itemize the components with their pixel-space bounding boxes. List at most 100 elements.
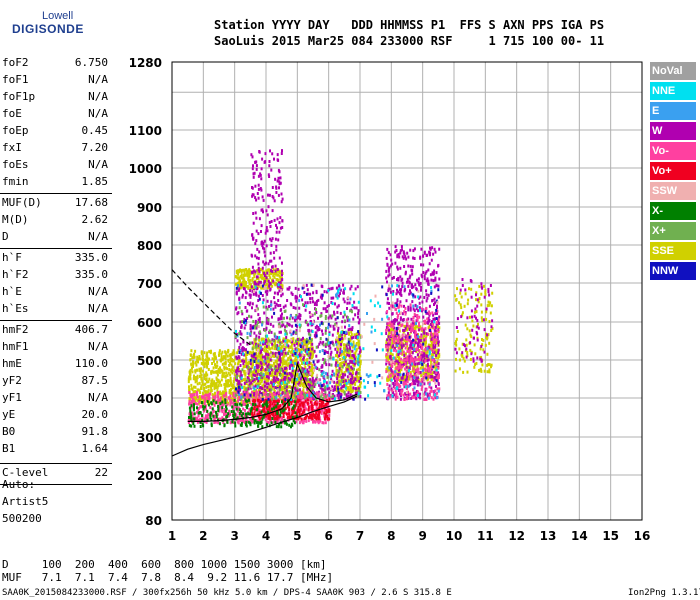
- data-point: [357, 378, 360, 382]
- data-point: [399, 292, 402, 296]
- data-point: [311, 389, 314, 393]
- data-point: [252, 292, 255, 296]
- x-tick-label: 2: [199, 529, 207, 543]
- data-point: [269, 393, 272, 397]
- data-point: [309, 292, 312, 296]
- data-point: [254, 340, 257, 344]
- data-point: [198, 367, 201, 371]
- data-point: [298, 381, 301, 385]
- y-tick-label: 1280: [129, 56, 162, 70]
- data-point: [357, 332, 360, 336]
- data-point: [385, 362, 388, 366]
- data-point: [200, 367, 203, 371]
- data-point: [282, 379, 285, 383]
- data-point: [432, 346, 435, 350]
- data-point: [208, 377, 211, 381]
- data-point: [418, 328, 421, 332]
- data-point: [436, 311, 438, 315]
- data-point: [297, 342, 300, 346]
- data-point: [203, 365, 206, 369]
- data-point: [244, 290, 247, 294]
- data-point: [271, 371, 274, 375]
- data-point: [320, 293, 323, 297]
- data-point: [435, 365, 438, 369]
- data-point: [261, 355, 264, 359]
- data-point: [404, 255, 407, 259]
- data-point: [358, 379, 361, 383]
- data-point: [252, 164, 254, 168]
- data-point: [342, 283, 345, 287]
- data-point: [212, 401, 215, 405]
- data-point: [437, 356, 440, 360]
- data-point: [347, 378, 350, 382]
- data-point: [415, 379, 417, 383]
- data-point: [235, 413, 238, 417]
- data-point: [284, 367, 287, 370]
- logo-digisonde: DIGISONDE: [12, 22, 84, 36]
- data-point: [299, 364, 301, 368]
- data-point: [385, 332, 388, 335]
- data-point: [334, 317, 337, 321]
- data-point: [245, 285, 248, 289]
- data-point: [317, 326, 320, 329]
- data-point: [392, 391, 395, 394]
- data-point: [265, 371, 268, 375]
- data-point: [388, 331, 391, 334]
- param-value: N/A: [88, 340, 108, 353]
- param-value: 91.8: [81, 425, 109, 438]
- data-point: [215, 365, 218, 369]
- data-point: [255, 239, 258, 243]
- data-point: [417, 277, 420, 281]
- data-point: [437, 382, 440, 386]
- data-point: [410, 340, 413, 344]
- data-point: [260, 338, 263, 342]
- data-point: [251, 167, 254, 171]
- data-point: [407, 284, 410, 288]
- data-point: [301, 346, 304, 349]
- data-point: [277, 377, 280, 381]
- data-point: [264, 361, 267, 365]
- data-point: [318, 383, 321, 387]
- data-point: [281, 149, 283, 153]
- data-point: [193, 374, 195, 378]
- data-point: [212, 395, 215, 399]
- data-point: [433, 247, 436, 251]
- data-point: [433, 350, 436, 354]
- data-point: [412, 379, 415, 382]
- data-point: [264, 418, 267, 422]
- data-point: [259, 397, 262, 401]
- data-point: [241, 420, 244, 423]
- param-label: hmE: [2, 357, 22, 370]
- data-point: [243, 388, 246, 392]
- data-point: [433, 328, 436, 332]
- data-point: [203, 373, 206, 377]
- data-point: [281, 352, 284, 356]
- data-point: [275, 244, 278, 248]
- data-point: [246, 301, 249, 305]
- data-point: [229, 421, 232, 425]
- data-point: [279, 358, 282, 361]
- data-point: [405, 377, 408, 381]
- data-point: [230, 387, 232, 391]
- data-point: [278, 382, 281, 386]
- data-point: [409, 274, 412, 278]
- data-point: [242, 390, 245, 394]
- data-point: [397, 284, 400, 288]
- data-point: [221, 392, 224, 396]
- data-point: [276, 335, 279, 339]
- data-point: [339, 379, 342, 383]
- data-point: [248, 379, 251, 383]
- data-point: [341, 361, 344, 365]
- data-point: [300, 396, 303, 400]
- param-row: h`F 335.0: [2, 251, 108, 268]
- data-point: [200, 350, 203, 354]
- data-point: [407, 396, 410, 400]
- data-point: [336, 355, 339, 359]
- data-point: [386, 338, 389, 342]
- data-point: [316, 391, 318, 395]
- data-point: [290, 379, 293, 383]
- data-point: [358, 368, 361, 372]
- data-point: [345, 344, 348, 348]
- auto-method: Artist5: [2, 495, 49, 508]
- data-point: [321, 390, 324, 394]
